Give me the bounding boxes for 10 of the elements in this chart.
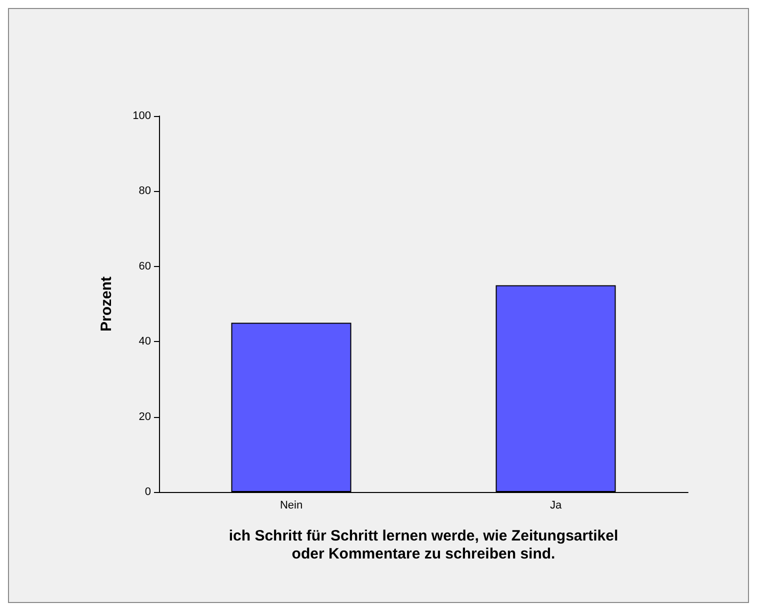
y-tick-label: 60	[138, 260, 151, 272]
y-tick-label: 20	[138, 410, 151, 423]
x-tick-label: Nein	[280, 500, 303, 512]
x-axis-title: ich Schritt für Schritt lernen werde, wie Zeitungsartikel oder Kommentare zu schreiben sind.	[228, 528, 618, 562]
x-tick-label: Ja	[550, 500, 562, 512]
y-axis-title: Prozent	[98, 276, 115, 332]
y-tick-label: 80	[138, 185, 151, 198]
y-tick-label: 100	[132, 110, 151, 122]
y-tick-label: 40	[138, 336, 151, 348]
y-tick-label: 0	[144, 486, 151, 498]
